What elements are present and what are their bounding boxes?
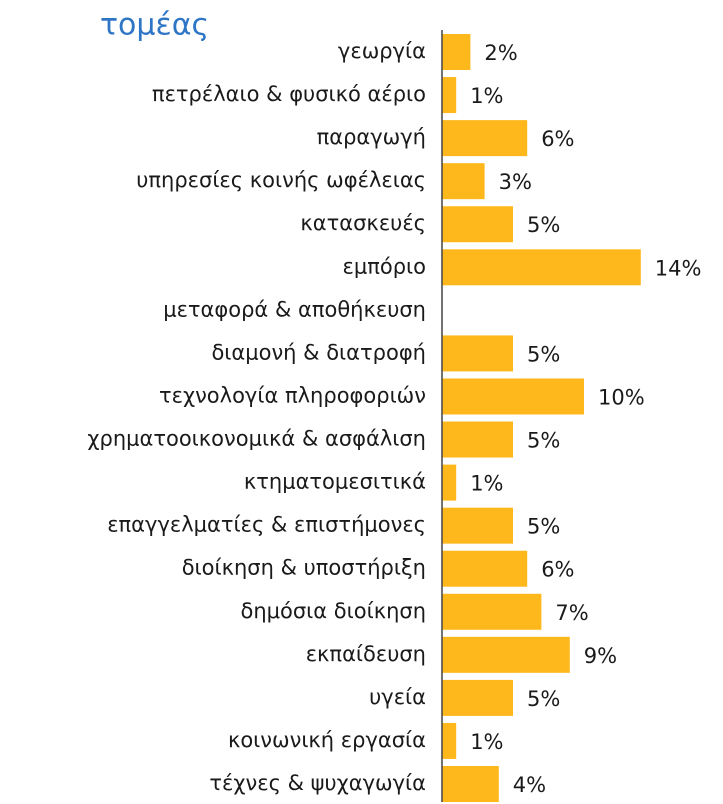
bar [442,163,485,200]
bar [442,464,457,501]
category-label: δημόσια διοίκηση [240,599,426,623]
value-label: 10% [598,385,645,409]
bar [442,679,513,716]
bar [442,421,513,458]
value-label: 1% [470,472,503,496]
category-label: εκπαίδευση [306,642,426,666]
category-label: διοίκηση & υποστήριξη [182,556,426,580]
bar [442,507,513,544]
category-label: παραγωγή [317,125,426,149]
bar [442,120,528,157]
bar [442,766,499,803]
value-label: 5% [527,429,560,453]
category-label: τέχνες & ψυχαγωγία [209,771,426,795]
bar [442,722,457,759]
category-label: μεταφορά & αποθήκευση [163,297,426,321]
bar [442,34,471,70]
category-label: τεχνολογία πληροφοριών [159,383,426,407]
value-label: 5% [527,515,560,539]
category-label: εμπόριο [343,254,427,278]
value-label: 1% [470,84,503,108]
value-label: 5% [527,687,560,711]
value-label: 14% [655,256,702,280]
bar [442,636,570,673]
value-label: 4% [513,773,546,797]
category-label: κτηματομεσιτικά [244,470,426,494]
category-label: κοινωνική εργασία [228,728,426,752]
category-label: επαγγελματίες & επιστήμονες [107,513,426,537]
category-label: γεωργία [338,39,426,63]
bar [442,77,457,114]
value-label: 6% [541,127,574,151]
category-label: κατασκευές [300,211,426,235]
category-label: χρηματοοικονομικά & ασφάλιση [87,427,426,451]
chart-title: τομέας [100,8,209,43]
value-label: 5% [527,213,560,237]
value-label: 7% [555,601,588,625]
value-label: 6% [541,558,574,582]
bar [442,593,542,630]
category-label: πετρέλαιο & φυσικό αέριο [152,82,426,106]
value-label: 2% [484,41,517,65]
bar [442,550,528,587]
category-label: υγεία [369,685,426,709]
value-label: 1% [470,730,503,754]
bar [442,206,513,243]
value-label: 9% [584,644,617,668]
value-label: 3% [499,170,532,194]
category-label: διαμονή & διατροφή [211,340,426,364]
value-label: 5% [527,342,560,366]
bar [442,249,641,286]
category-label: υπηρεσίες κοινής ωφέλειας [136,168,426,192]
bar [442,378,584,415]
bar [442,335,513,372]
